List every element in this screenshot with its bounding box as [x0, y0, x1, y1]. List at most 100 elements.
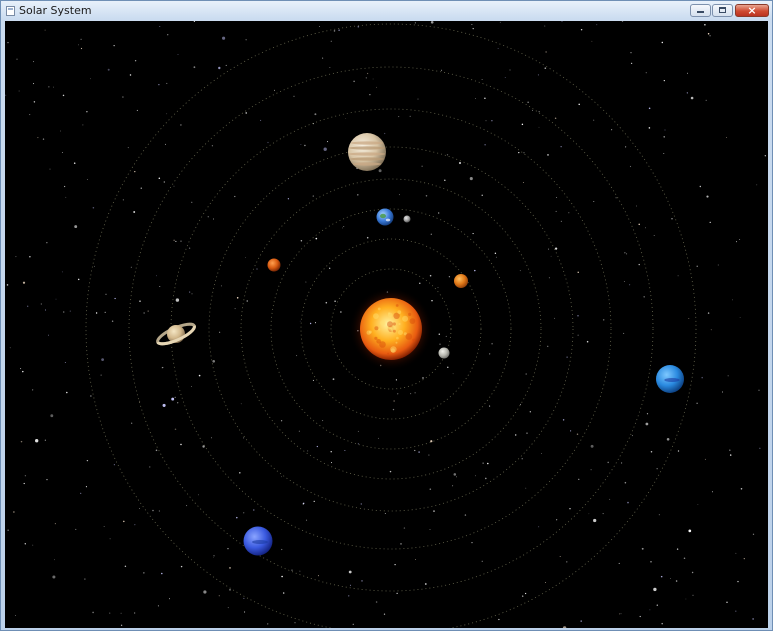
star	[281, 476, 282, 478]
star	[54, 559, 55, 561]
star	[267, 623, 269, 625]
star	[85, 486, 87, 488]
close-button[interactable]: ×	[735, 4, 769, 17]
title-bar[interactable]: Solar System ×	[1, 1, 772, 21]
uranus-group[interactable]	[656, 365, 684, 393]
star	[736, 241, 738, 243]
mercury-group[interactable]	[438, 347, 450, 359]
star	[666, 438, 670, 441]
star	[207, 216, 209, 218]
star	[189, 291, 191, 293]
star	[623, 281, 625, 282]
star	[20, 440, 23, 443]
star	[430, 21, 434, 24]
star	[396, 592, 398, 594]
neptune-group[interactable]	[243, 526, 273, 556]
jupiter-group[interactable]	[348, 133, 386, 171]
star	[544, 67, 547, 69]
sun-granule	[398, 322, 401, 326]
star	[32, 389, 34, 391]
star	[688, 318, 690, 319]
star	[711, 491, 713, 493]
star	[661, 622, 663, 625]
sun-granule	[392, 326, 396, 330]
star	[400, 543, 402, 545]
star	[299, 570, 301, 572]
star	[707, 312, 710, 314]
sun[interactable]	[360, 298, 422, 360]
star	[180, 124, 182, 126]
moon[interactable]	[403, 215, 411, 223]
star	[489, 353, 491, 355]
star	[152, 509, 154, 512]
star	[541, 453, 542, 454]
star	[211, 145, 214, 147]
star	[342, 227, 343, 229]
moon-group[interactable]	[403, 215, 411, 223]
star	[593, 518, 597, 523]
star	[645, 72, 647, 74]
star	[173, 239, 175, 241]
star	[294, 622, 296, 624]
star	[547, 345, 549, 347]
neptune-storm	[252, 540, 268, 544]
earth-group[interactable]	[376, 208, 394, 226]
star	[525, 487, 527, 489]
star	[444, 179, 446, 182]
star	[624, 252, 626, 254]
star	[514, 434, 517, 436]
star	[653, 234, 655, 237]
star	[675, 580, 678, 582]
mercury[interactable]	[438, 347, 450, 359]
star	[487, 462, 489, 465]
star	[630, 62, 633, 65]
star	[23, 482, 25, 485]
star	[414, 392, 416, 394]
star	[696, 402, 698, 404]
sun-granule	[368, 330, 372, 334]
star	[234, 195, 236, 198]
minimize-button[interactable]	[690, 4, 711, 17]
star	[164, 143, 166, 145]
mars[interactable]	[267, 258, 281, 272]
maximize-button[interactable]	[712, 4, 733, 17]
star	[330, 40, 332, 42]
star	[300, 240, 303, 242]
sun-granule	[388, 329, 392, 332]
star	[166, 82, 168, 84]
star	[670, 577, 671, 579]
star	[33, 61, 35, 63]
star	[690, 96, 694, 100]
orbit-path	[170, 108, 612, 550]
star	[198, 374, 201, 377]
star	[174, 428, 177, 431]
star	[522, 595, 524, 597]
sun-granule	[387, 321, 393, 328]
star	[104, 311, 106, 314]
star	[395, 379, 397, 381]
star	[726, 137, 728, 139]
star	[120, 624, 123, 626]
star	[389, 470, 392, 473]
star	[348, 570, 352, 574]
star	[403, 527, 406, 529]
star	[149, 466, 151, 468]
saturn-group[interactable]	[155, 320, 196, 347]
star	[24, 475, 27, 477]
star	[80, 492, 82, 495]
star	[61, 152, 63, 153]
solar-system-canvas[interactable]	[5, 21, 768, 628]
star	[447, 366, 449, 368]
star	[547, 154, 549, 156]
star	[73, 162, 76, 164]
star	[425, 195, 428, 197]
star	[538, 126, 540, 128]
venus[interactable]	[454, 274, 468, 288]
mars-group[interactable]	[267, 258, 281, 272]
star	[227, 548, 229, 550]
star	[361, 580, 363, 582]
window-app-icon[interactable]	[6, 6, 15, 16]
star	[656, 468, 658, 470]
star	[253, 509, 255, 511]
venus-group[interactable]	[454, 274, 468, 288]
